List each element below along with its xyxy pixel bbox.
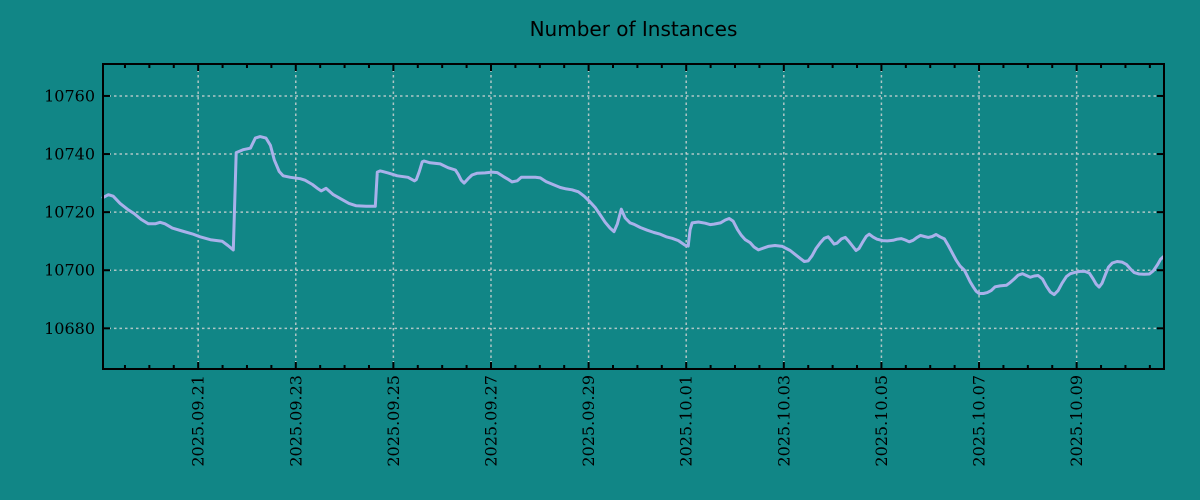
x-tick-label: 2025.09.25 bbox=[384, 375, 403, 467]
x-tick-label: 2025.09.29 bbox=[579, 375, 598, 467]
y-tick-label: 10720 bbox=[44, 203, 95, 222]
x-tick-label: 2025.10.05 bbox=[872, 375, 891, 467]
y-tick-label: 10740 bbox=[44, 145, 95, 164]
y-tick-label: 10760 bbox=[44, 86, 95, 105]
x-tick-label: 2025.10.07 bbox=[970, 375, 989, 467]
x-tick-label: 2025.09.21 bbox=[189, 375, 208, 467]
axis-frame bbox=[102, 63, 1165, 370]
x-tick-label: 2025.10.09 bbox=[1067, 375, 1086, 467]
grid-layer bbox=[103, 64, 1164, 369]
series-line bbox=[101, 135, 1165, 297]
x-tick-label: 2025.10.03 bbox=[774, 375, 793, 467]
tick-labels: 10680 10700 10720 10740 10760 2025.09.21 2025.… bbox=[44, 86, 1086, 466]
x-tick-label: 2025.10.01 bbox=[677, 375, 696, 467]
y-tick-label: 10700 bbox=[44, 261, 95, 280]
x-tick-label: 2025.09.27 bbox=[481, 375, 500, 467]
x-tick-label: 2025.09.23 bbox=[286, 375, 305, 467]
chart-title: Number of Instances bbox=[529, 17, 738, 41]
y-tick-label: 10680 bbox=[44, 319, 95, 338]
